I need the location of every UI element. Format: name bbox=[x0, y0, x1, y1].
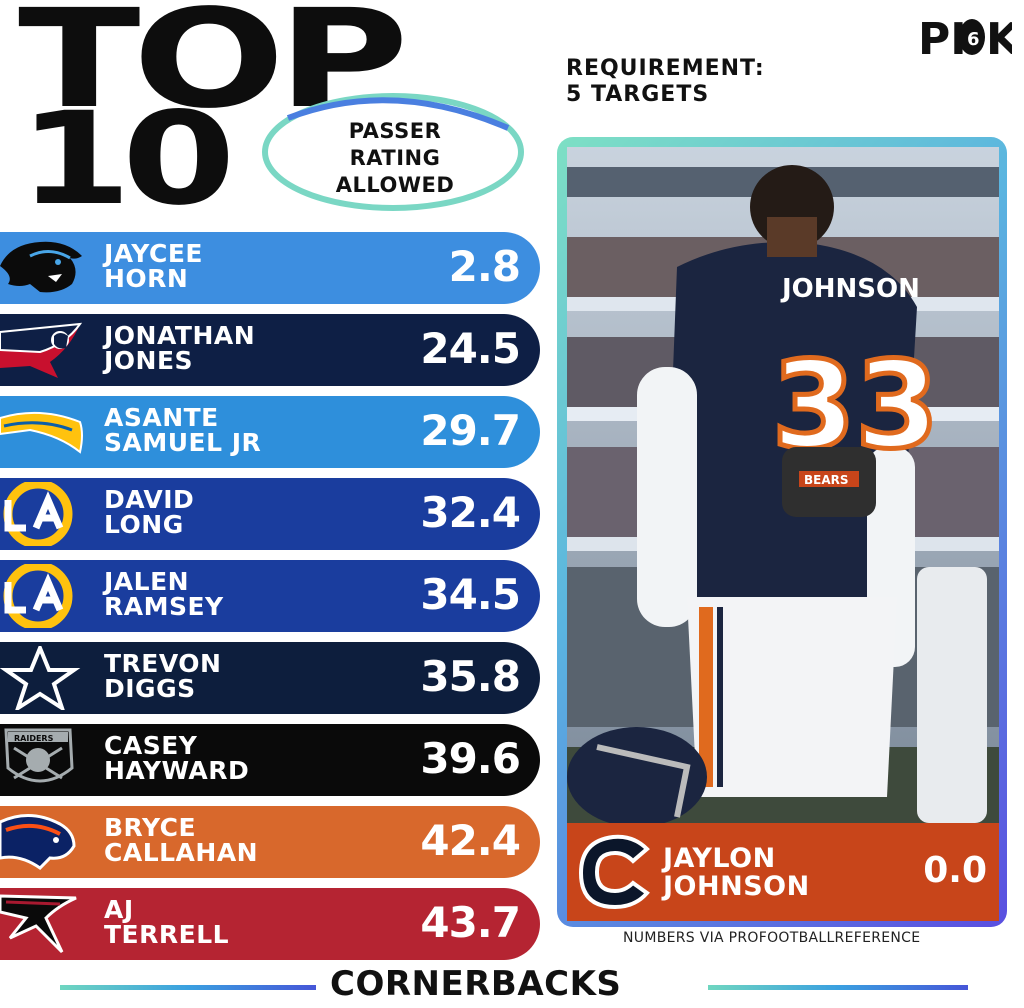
passer-rating: 34.5 bbox=[420, 570, 521, 619]
svg-text:PI: PI bbox=[918, 14, 967, 65]
player-first: JALEN bbox=[104, 567, 190, 596]
player-name: BRYCE CALLAHAN bbox=[104, 815, 258, 865]
stat-label: PASSER RATING ALLOWED bbox=[290, 118, 500, 199]
requirement-line2: 5 TARGETS bbox=[566, 82, 710, 107]
player-last: TERRELL bbox=[104, 920, 230, 949]
title-top: TOP bbox=[18, 0, 409, 139]
passer-rating: 24.5 bbox=[420, 324, 521, 373]
stat-label-line3: ALLOWED bbox=[335, 173, 455, 197]
player-last: HORN bbox=[104, 264, 189, 293]
player-photo: JOHNSON 33 BEARS bbox=[567, 147, 999, 823]
falcons-logo-icon bbox=[0, 894, 77, 954]
belt-text: BEARS bbox=[804, 473, 849, 487]
stat-oval bbox=[262, 93, 524, 211]
player-first: AJ bbox=[104, 895, 134, 924]
player-last: SAMUEL JR bbox=[104, 428, 262, 457]
passer-rating: 32.4 bbox=[420, 488, 521, 537]
featured-first: JAYLON bbox=[663, 843, 776, 874]
player-first: CASEY bbox=[104, 731, 198, 760]
stadium-photo-illustration: JOHNSON 33 BEARS bbox=[567, 147, 999, 823]
footer-line-left bbox=[60, 985, 316, 990]
pick-six-logo: PI 6 K bbox=[918, 14, 1012, 65]
ranking-row: JALEN RAMSEY 34.5 bbox=[0, 560, 540, 632]
panthers-logo-icon bbox=[0, 241, 82, 293]
rams-logo-icon bbox=[3, 564, 73, 628]
player-name: JALEN RAMSEY bbox=[104, 569, 224, 619]
featured-rating: 0.0 bbox=[923, 850, 987, 891]
player-name: JAYCEE HORN bbox=[104, 241, 203, 291]
svg-text:K: K bbox=[986, 14, 1012, 65]
passer-rating: 2.8 bbox=[448, 242, 521, 291]
ranking-row: ASANTE SAMUEL JR 29.7 bbox=[0, 396, 540, 468]
passer-rating: 29.7 bbox=[420, 406, 521, 455]
ranking-row: BRYCE CALLAHAN 42.4 bbox=[0, 806, 540, 878]
player-last: HAYWARD bbox=[104, 756, 250, 785]
stat-label-line1: PASSER bbox=[348, 119, 442, 143]
bears-logo-icon bbox=[578, 834, 650, 910]
patriots-logo-icon bbox=[0, 322, 83, 378]
player-name: AJ TERRELL bbox=[104, 897, 229, 947]
requirement-line1: REQUIREMENT: bbox=[566, 56, 765, 81]
player-last: JONES bbox=[104, 346, 194, 375]
jersey-name: JOHNSON bbox=[780, 274, 920, 304]
passer-rating: 39.6 bbox=[420, 734, 521, 783]
passer-rating: 35.8 bbox=[420, 652, 521, 701]
player-first: JAYCEE bbox=[104, 239, 203, 268]
stat-label-line2: RATING bbox=[349, 146, 441, 170]
player-last: DIGGS bbox=[104, 674, 196, 703]
player-last: LONG bbox=[104, 510, 184, 539]
chargers-logo-icon bbox=[0, 411, 83, 454]
featured-last: JOHNSON bbox=[663, 871, 810, 902]
featured-name: JAYLON JOHNSON bbox=[663, 845, 810, 901]
featured-player: JAYLON JOHNSON 0.0 bbox=[567, 823, 999, 921]
player-first: ASANTE bbox=[104, 403, 219, 432]
player-name: TREVON DIGGS bbox=[104, 651, 221, 701]
player-first: DAVID bbox=[104, 485, 195, 514]
title-ten: 10 bbox=[18, 85, 236, 234]
player-last: RAMSEY bbox=[104, 592, 224, 621]
passer-rating: 43.7 bbox=[420, 898, 521, 947]
footer-position-label: CORNERBACKS bbox=[330, 964, 622, 1004]
player-last: CALLAHAN bbox=[104, 838, 259, 867]
player-first: JONATHAN bbox=[104, 321, 256, 350]
ranking-row: TREVON DIGGS 35.8 bbox=[0, 642, 540, 714]
ranking-row: DAVID LONG 32.4 bbox=[0, 478, 540, 550]
ranking-row: JONATHAN JONES 24.5 bbox=[0, 314, 540, 386]
ranking-row: AJ TERRELL 43.7 bbox=[0, 888, 540, 960]
source-note: NUMBERS VIA PROFOOTBALLREFERENCE bbox=[623, 930, 921, 946]
svg-text:6: 6 bbox=[967, 29, 980, 50]
player-name: CASEY HAYWARD bbox=[104, 733, 249, 783]
player-name: JONATHAN JONES bbox=[104, 323, 255, 373]
player-first: BRYCE bbox=[104, 813, 197, 842]
cowboys-logo-icon bbox=[0, 646, 81, 710]
player-first: TREVON bbox=[104, 649, 222, 678]
requirement: REQUIREMENT: 5 TARGETS bbox=[566, 56, 765, 108]
raiders-logo-icon: RAIDERS bbox=[4, 728, 74, 783]
svg-text:RAIDERS: RAIDERS bbox=[14, 734, 54, 743]
broncos-logo-icon bbox=[0, 813, 76, 870]
ranking-row: JAYCEE HORN 2.8 bbox=[0, 232, 540, 304]
rams-logo-icon bbox=[3, 482, 73, 546]
footer-line-right bbox=[708, 985, 968, 990]
passer-rating: 42.4 bbox=[420, 816, 521, 865]
player-name: ASANTE SAMUEL JR bbox=[104, 405, 261, 455]
player-name: DAVID LONG bbox=[104, 487, 194, 537]
ranking-row: RAIDERS CASEY HAYWARD 39.6 bbox=[0, 724, 540, 796]
